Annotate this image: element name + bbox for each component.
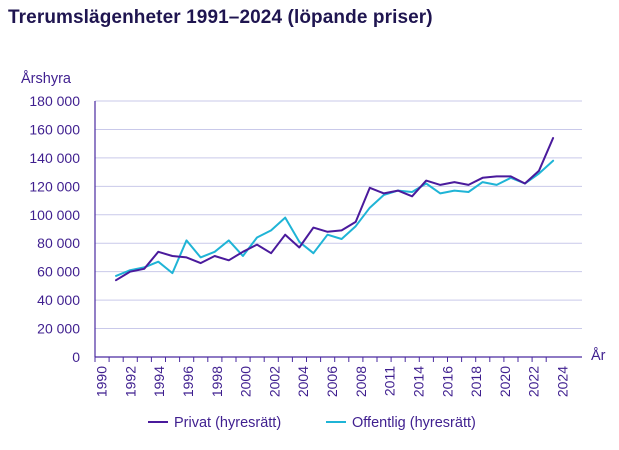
x-tick-label: 1994 [151,366,167,397]
legend-label: Offentlig (hyresrätt) [352,415,476,431]
x-tick-label: 2020 [497,366,513,397]
gridlines [95,100,582,358]
x-tick-label: 1992 [122,366,138,397]
y-tick-label: 160 000 [29,121,80,137]
y-tick-labels: 0 20 000 40 000 60 000 80 000 100 000 120 000 1… [29,93,80,365]
y-tick-label: 60 000 [37,264,80,280]
y-tick-label: 0 [72,349,80,365]
x-tick-label: 2024 [555,366,571,397]
y-tick-label: 80 000 [37,235,80,251]
series-line-privat [115,137,555,282]
y-tick-label: 120 000 [29,178,80,194]
legend-label: Privat (hyresrätt) [174,415,281,431]
x-tick-label: 2018 [468,366,484,397]
x-axis-label: År [591,347,606,364]
x-tick-label: 2016 [439,366,455,397]
x-tick-label: 1998 [209,366,225,397]
y-tick-label: 100 000 [29,207,80,223]
x-tick-label: 1996 [180,366,196,397]
legend: Privat (hyresrätt) Offentlig (hyresrätt) [148,415,476,431]
chart-title: Trerumslägenheter 1991–2024 (löpande pri… [8,7,433,28]
x-tick-label: 2006 [324,366,340,397]
x-tick-label: 2022 [526,366,542,397]
x-tick-label: 2011 [382,366,398,396]
y-axis-label: Årshyra [21,70,72,87]
x-axis: 1990 1992 1994 1996 1998 2000 2002 2004 2006 2008… [94,101,582,397]
series-lines [115,137,555,282]
x-tick-label: 2008 [353,366,369,397]
y-tick-label: 140 000 [29,150,80,166]
series-line-offentlig [115,159,555,277]
x-tick-label: 2000 [238,366,254,397]
x-tick-label: 2002 [266,366,282,397]
y-tick-label: 20 000 [37,321,80,337]
y-tick-label: 40 000 [37,292,80,308]
y-tick-label: 180 000 [29,93,80,109]
x-tick-label: 1990 [94,366,110,397]
x-tick-label: 2004 [295,366,311,397]
x-tick-label: 2014 [410,366,426,397]
